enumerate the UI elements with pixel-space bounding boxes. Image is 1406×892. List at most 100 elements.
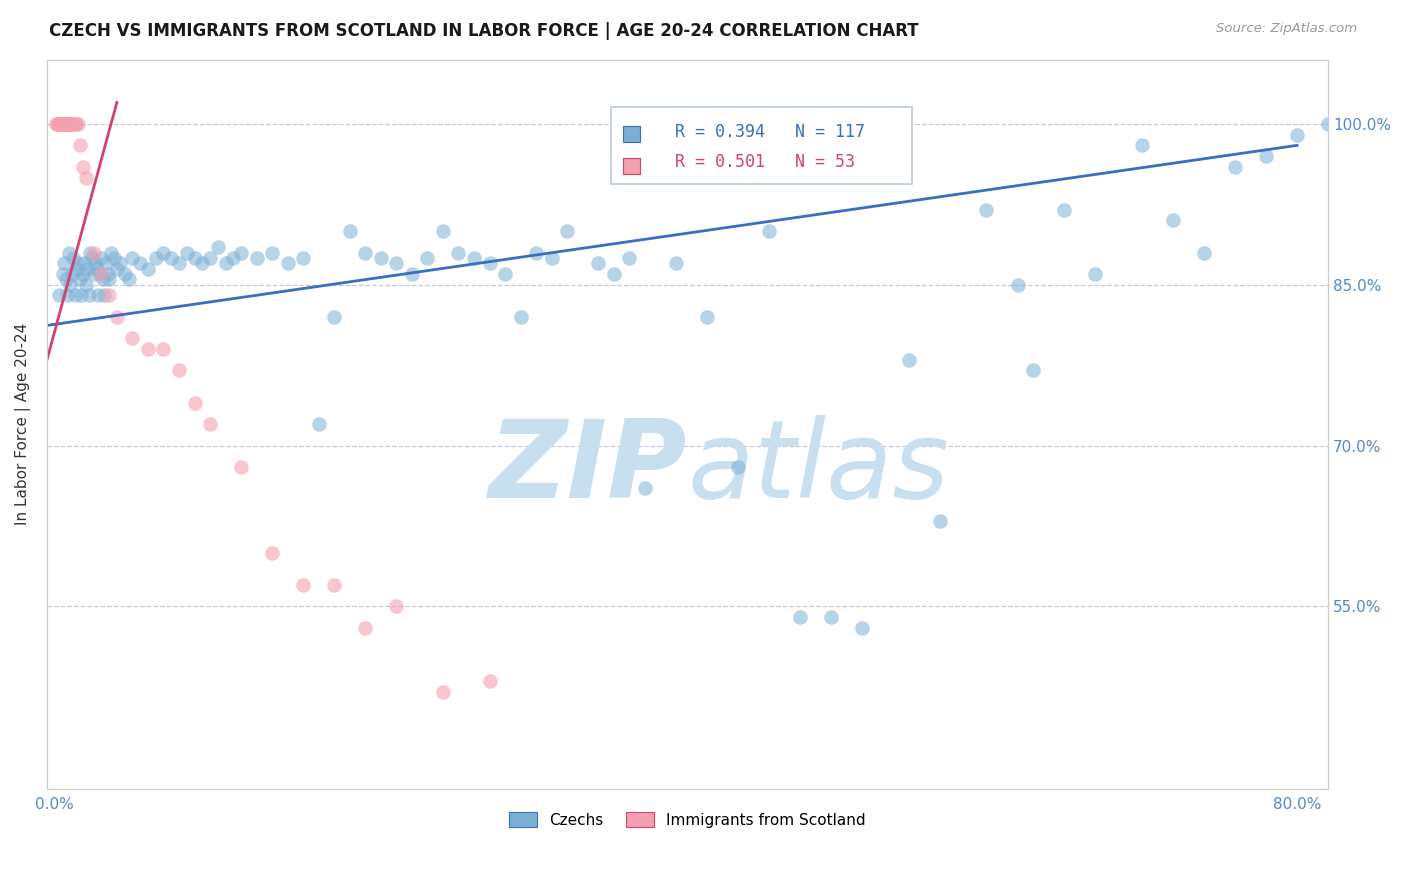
Point <box>323 578 346 592</box>
Point <box>160 251 183 265</box>
Point <box>60 117 83 131</box>
Point <box>69 138 91 153</box>
Point <box>696 310 718 324</box>
Point <box>214 256 236 270</box>
Point <box>72 267 94 281</box>
Point <box>51 117 73 131</box>
Point <box>478 674 501 689</box>
Point <box>60 267 83 281</box>
Point <box>96 267 118 281</box>
FancyBboxPatch shape <box>610 107 911 184</box>
Point <box>447 245 470 260</box>
Point <box>432 224 454 238</box>
Point <box>49 117 72 131</box>
Point <box>75 277 97 292</box>
Point <box>58 117 80 131</box>
Point <box>509 310 531 324</box>
Point <box>72 160 94 174</box>
Point <box>53 256 76 270</box>
Point <box>136 342 159 356</box>
Point <box>1022 363 1045 377</box>
Point <box>262 245 284 260</box>
Point <box>1161 213 1184 227</box>
Bar <box>623 158 640 174</box>
Point <box>191 256 214 270</box>
Point <box>49 117 72 131</box>
Point <box>145 251 167 265</box>
Point <box>94 256 117 270</box>
Point <box>897 352 920 367</box>
Point <box>105 261 128 276</box>
Point <box>432 685 454 699</box>
Point <box>48 117 70 131</box>
Point <box>70 288 93 302</box>
Point <box>588 256 610 270</box>
Point <box>55 272 77 286</box>
Point <box>207 240 229 254</box>
Point <box>98 288 121 302</box>
Point <box>55 117 77 131</box>
Point <box>198 417 221 431</box>
Text: R = 0.501   N = 53: R = 0.501 N = 53 <box>675 153 855 170</box>
Point <box>62 251 84 265</box>
Point <box>103 251 125 265</box>
Point <box>540 251 562 265</box>
Point <box>90 267 112 281</box>
Point <box>79 245 101 260</box>
Point <box>167 363 190 377</box>
Point <box>1130 138 1153 153</box>
Point <box>167 256 190 270</box>
Point <box>100 245 122 260</box>
Point <box>401 267 423 281</box>
Point <box>1379 149 1402 163</box>
Point <box>277 256 299 270</box>
Y-axis label: In Labor Force | Age 20-24: In Labor Force | Age 20-24 <box>15 323 31 525</box>
Point <box>416 251 439 265</box>
Point <box>58 245 80 260</box>
Point <box>308 417 330 431</box>
Point <box>229 245 252 260</box>
Point <box>65 261 87 276</box>
Point <box>1286 128 1309 142</box>
Point <box>46 117 69 131</box>
Point <box>75 170 97 185</box>
Point <box>292 578 315 592</box>
Point <box>183 251 205 265</box>
Point <box>463 251 485 265</box>
Point <box>53 117 76 131</box>
Point <box>56 288 79 302</box>
Point <box>136 261 159 276</box>
Point <box>176 245 198 260</box>
Bar <box>623 126 640 142</box>
Point <box>83 245 105 260</box>
Point <box>91 272 114 286</box>
Point <box>339 224 361 238</box>
Point <box>52 117 75 131</box>
Point <box>51 267 73 281</box>
Point <box>46 117 69 131</box>
Point <box>121 331 143 345</box>
Point <box>246 251 269 265</box>
Point <box>789 610 811 624</box>
Point <box>323 310 346 324</box>
Point <box>1053 202 1076 217</box>
Point <box>51 117 73 131</box>
Point <box>1317 117 1340 131</box>
Point <box>114 267 136 281</box>
Point <box>820 610 842 624</box>
Point <box>84 256 107 270</box>
Point <box>478 256 501 270</box>
Point <box>354 245 377 260</box>
Point <box>494 267 516 281</box>
Point <box>83 267 105 281</box>
Point <box>105 310 128 324</box>
Point <box>1348 202 1371 217</box>
Point <box>90 251 112 265</box>
Text: atlas: atlas <box>688 416 949 520</box>
Point <box>385 256 408 270</box>
Point <box>98 272 121 286</box>
Text: R = 0.394   N = 117: R = 0.394 N = 117 <box>675 123 865 141</box>
Point <box>1007 277 1029 292</box>
Point <box>555 224 578 238</box>
Point <box>1254 149 1277 163</box>
